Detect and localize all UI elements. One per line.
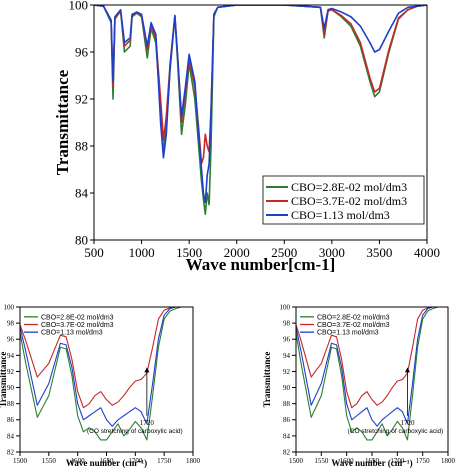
x-tick-label: 1000 [129, 245, 155, 260]
y-tick-label: 88 [283, 400, 291, 408]
x-tick-label: 1600 [71, 457, 86, 465]
y-tick-label: 86 [7, 416, 15, 424]
x-axis-label: Wave number[cm-1] [186, 255, 336, 274]
x-tick-label: 2500 [271, 245, 297, 260]
y-tick-label: 82 [7, 448, 15, 456]
y-tick-label: 100 [69, 0, 89, 13]
annotation-text: (CO stretching of carboxylic acid) [348, 428, 444, 435]
x-tick-label: 1650 [100, 457, 115, 465]
series-line-1 [20, 307, 193, 441]
series-line-3 [296, 307, 448, 427]
series-line-2 [296, 307, 448, 409]
annotation-value: 1720 [140, 419, 155, 427]
x-axis-label: Wave number (cm⁻¹) [66, 458, 147, 468]
x-tick-label: 500 [84, 245, 104, 260]
y-tick-label: 84 [283, 432, 291, 440]
annotation-arrow-head [404, 367, 410, 373]
legend-label: CBO=3.7E-02 mol/dm3 [41, 322, 114, 329]
x-tick-label: 4000 [414, 245, 440, 260]
y-tick-label: 96 [7, 336, 15, 344]
series-line-2 [20, 307, 193, 409]
y-tick-label: 98 [283, 320, 291, 328]
series-line-3 [20, 307, 193, 427]
plot-frame [93, 4, 428, 241]
annotation-arrow-head [144, 367, 150, 373]
y-tick-label: 96 [283, 336, 291, 344]
y-axis-label: Transmittance [53, 69, 72, 175]
y-tick-label: 98 [7, 320, 15, 328]
x-tick-label: 1600 [340, 457, 355, 465]
chart-2: 1500 1550 1600 1650 1700 1750 1800 82 84 86 88 90 92… [0, 303, 201, 468]
y-tick-label: 100 [280, 303, 291, 311]
series-line-1 [94, 5, 427, 215]
x-tick-label: 1800 [186, 457, 201, 465]
series-line-3 [94, 5, 427, 204]
x-tick-label: 1500 [289, 457, 304, 465]
x-tick-label: 3500 [366, 245, 392, 260]
legend-label: CBO=3.7E-02 mol/dm3 [291, 194, 407, 208]
x-tick-label: 1750 [416, 457, 431, 465]
y-axis-label: Transmittance [0, 352, 8, 408]
x-tick-label: 1650 [365, 457, 380, 465]
y-tick-label: 96 [75, 45, 89, 60]
y-tick-label: 92 [7, 368, 15, 376]
y-tick-label: 82 [283, 448, 291, 456]
x-tick-label: 1750 [157, 457, 172, 465]
y-tick-label: 88 [75, 139, 88, 154]
y-axis-label: Transmittance [262, 352, 272, 408]
legend-label: CBO=1.13 mol/dm3 [41, 330, 103, 337]
x-tick-label: 1700 [390, 457, 405, 465]
y-tick-label: 84 [7, 432, 15, 440]
y-tick-label: 90 [7, 384, 15, 392]
x-tick-label: 1550 [42, 457, 57, 465]
y-tick-label: 88 [7, 400, 15, 408]
y-tick-label: 86 [283, 416, 291, 424]
y-tick-label: 92 [283, 368, 291, 376]
y-tick-label: 100 [4, 303, 15, 311]
series-line-1 [296, 307, 448, 441]
annotation-value: 1720 [400, 419, 415, 427]
y-tick-label: 84 [75, 186, 89, 201]
legend-label: CBO=2.8E-02 mol/dm3 [41, 314, 114, 321]
x-tick-label: 2000 [224, 245, 250, 260]
legend-label: CBO=1.13 mol/dm3 [317, 330, 379, 337]
x-tick-label: 1500 [176, 245, 202, 260]
annotation-text: (CO stretching of carboxylic acid) [87, 428, 183, 435]
x-tick-label: 1700 [128, 457, 143, 465]
chart-1: 500 1000 1500 2000 2500 3000 3500 4000 80 84 88 92 9… [53, 0, 440, 274]
x-tick-label: 1550 [314, 457, 329, 465]
y-tick-label: 90 [283, 384, 291, 392]
x-tick-label: 1500 [13, 457, 28, 465]
chart-3: 1500 1550 1600 1650 1700 1750 1800 82 84 86 88 90 92… [262, 303, 456, 468]
x-tick-label: 1800 [441, 457, 456, 465]
y-tick-label: 92 [75, 92, 88, 107]
legend-box [262, 175, 425, 225]
x-axis-label: Wave number (cm⁻¹) [331, 458, 412, 468]
legend-label: CBO=2.8E-02 mol/dm3 [291, 180, 407, 194]
legend-label: CBO=1.13 mol/dm3 [291, 208, 390, 222]
x-tick-label: 3000 [319, 245, 345, 260]
legend-label: CBO=3.7E-02 mol/dm3 [317, 322, 390, 329]
y-tick-label: 94 [7, 352, 15, 360]
y-tick-label: 94 [283, 352, 291, 360]
y-tick-label: 80 [75, 233, 88, 248]
legend-label: CBO=2.8E-02 mol/dm3 [317, 314, 390, 321]
